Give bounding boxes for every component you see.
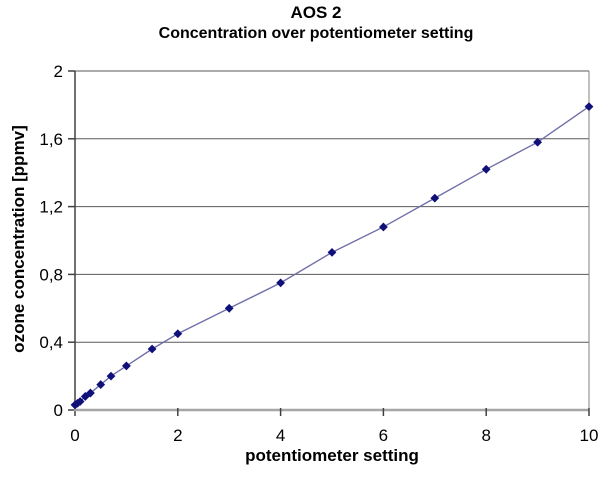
chart-subtitle: Concentration over potentiometer setting bbox=[158, 25, 474, 42]
x-tick-label: 10 bbox=[580, 426, 599, 445]
data-point bbox=[379, 222, 388, 232]
data-point bbox=[75, 397, 85, 406]
data-point bbox=[86, 388, 95, 398]
data-point bbox=[430, 193, 440, 203]
y-tick-label: 1,2 bbox=[39, 198, 63, 217]
y-tick-label: 2 bbox=[54, 62, 63, 81]
data-point bbox=[584, 102, 594, 111]
y-tick-label: 0 bbox=[54, 401, 63, 420]
x-tick-label: 6 bbox=[379, 426, 388, 445]
y-tick-label: 0,8 bbox=[39, 265, 63, 284]
data-point bbox=[147, 344, 157, 354]
data-point bbox=[327, 247, 337, 257]
x-tick-label: 0 bbox=[70, 426, 79, 445]
x-axis-title: potentiometer setting bbox=[245, 446, 419, 465]
data-point bbox=[481, 164, 491, 174]
data-point bbox=[533, 137, 542, 147]
chart-title: AOS 2 bbox=[290, 3, 342, 22]
data-point bbox=[276, 278, 285, 288]
y-tick-label: 0,4 bbox=[39, 333, 63, 352]
data-point bbox=[96, 380, 106, 389]
data-point bbox=[173, 329, 183, 339]
x-tick-label: 4 bbox=[276, 426, 285, 445]
data-point bbox=[224, 303, 234, 313]
data-point bbox=[106, 371, 116, 381]
x-tick-label: 8 bbox=[481, 426, 490, 445]
x-tick-label: 2 bbox=[173, 426, 182, 445]
data-point bbox=[80, 392, 90, 401]
y-tick-label: 1,6 bbox=[39, 130, 63, 149]
data-point bbox=[122, 361, 131, 371]
